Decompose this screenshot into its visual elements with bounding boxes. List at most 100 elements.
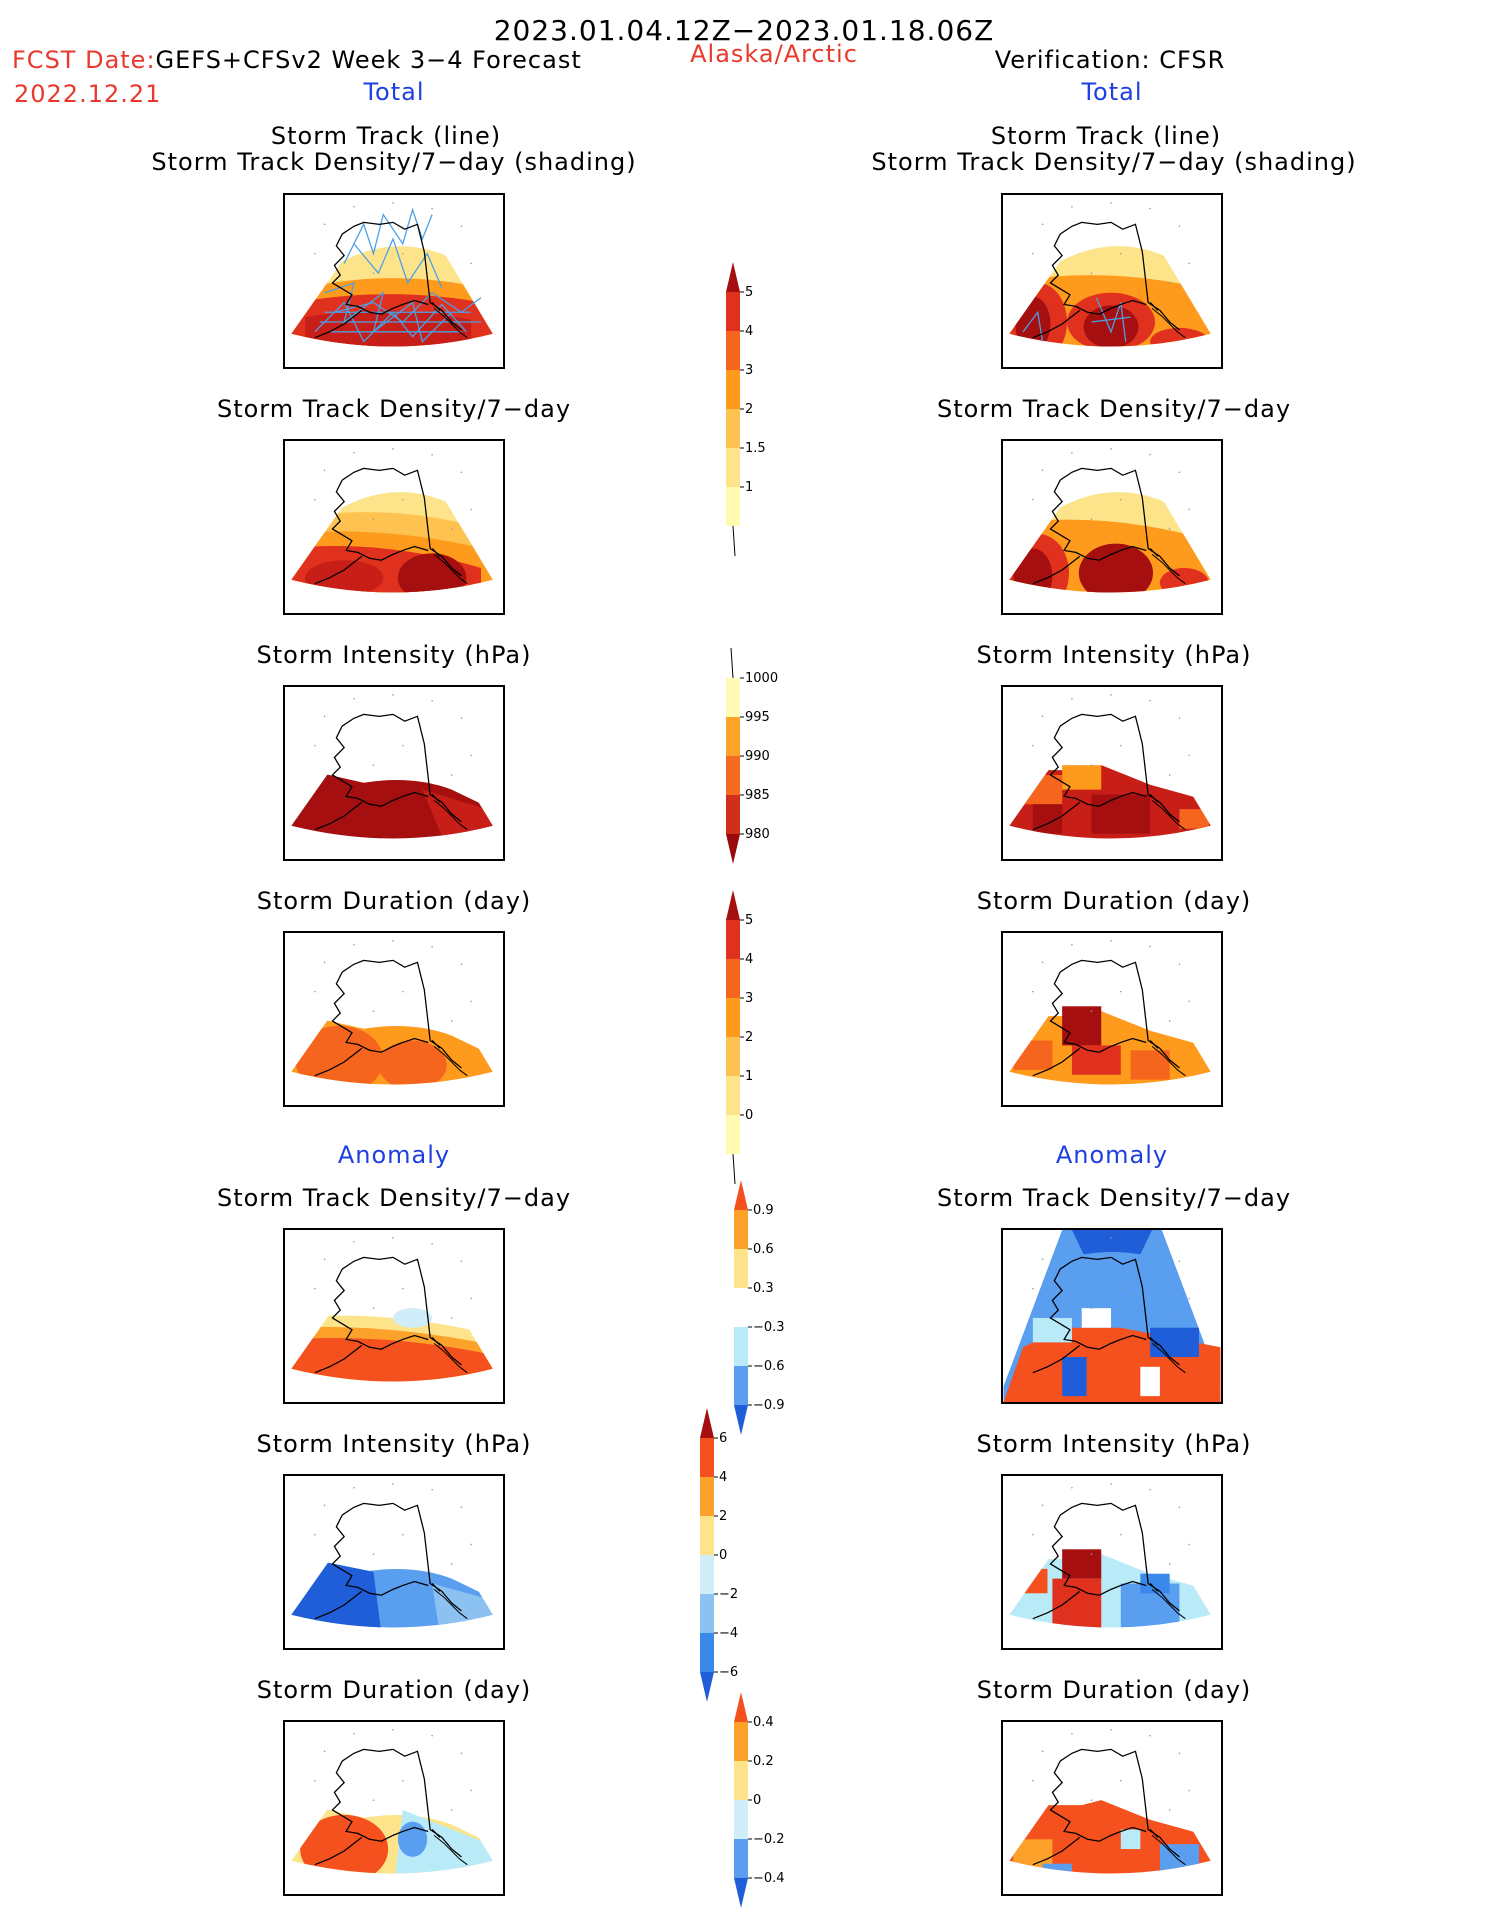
map-fcst-anom-density <box>291 1236 493 1382</box>
map-panel-fcst-anom-density <box>283 1228 505 1404</box>
anomaly-label-right: Anomaly <box>1055 1141 1169 1169</box>
map-fcst-anom-duration <box>291 1728 493 1874</box>
cbar-duration-anom-tick-label: 0 <box>753 1793 761 1808</box>
cbar-density-anom-tick-label: −0.3 <box>753 1320 785 1335</box>
cbar-duration-anom-segment <box>734 1761 748 1800</box>
map-panel-obs-anom-duration <box>1001 1720 1223 1896</box>
title-density-anom-left: Storm Track Density/7−day <box>216 1184 572 1212</box>
total-label-left: Total <box>363 78 425 106</box>
cbar-intensity-anom-tick-label: −4 <box>719 1626 738 1641</box>
cbar-density-anom-segment <box>734 1249 748 1288</box>
map-obs-anom-intensity <box>1009 1482 1211 1628</box>
cbar-density-total-segment <box>726 409 740 448</box>
cbar-density-anom-segment <box>734 1366 748 1405</box>
map-fcst-anom-intensity <box>291 1482 493 1628</box>
cbar-density-total-tick-label: 4 <box>745 324 753 339</box>
title-intensity-anom-right: Storm Intensity (hPa) <box>976 1430 1252 1458</box>
cbar-duration-total-svg: 0 1 2 3 4 5 <box>726 890 753 1185</box>
cbar-intensity-anom-segment <box>700 1633 714 1672</box>
map-panel-fcst-total-intensity <box>283 685 505 861</box>
cbar-intensity-anom-segment <box>700 1555 714 1594</box>
cbar-duration-total-segment <box>726 1115 740 1154</box>
cbar-duration-total-tick-label: 4 <box>745 952 753 967</box>
cbar-intensity-anom-segment <box>700 1594 714 1633</box>
cbar-intensity-anom-tick-label: −6 <box>719 1665 738 1680</box>
cbar-intensity-total-segment <box>726 756 740 795</box>
cbar-duration-anom-svg: −0.4 −0.2 0 0.2 0.4 <box>734 1692 785 1908</box>
cbar-density-anom-segment <box>734 1210 748 1249</box>
cbar-intensity-total-tick-label: 980 <box>745 827 770 842</box>
cbar-duration-total-tick-label: 5 <box>745 913 753 928</box>
map-obs-total-track <box>1009 201 1211 347</box>
cbar-density-anom-tick-label: −0.6 <box>753 1359 785 1374</box>
fcst-date: 2022.12.21 <box>14 80 162 108</box>
cbar-density-anom-tick-label: 0.6 <box>753 1242 774 1257</box>
cbar-intensity-total-tick-label: 985 <box>745 788 770 803</box>
map-obs-anom-density <box>1003 1230 1221 1402</box>
cbar-intensity-total-svg: 980 985 990 995 1000 <box>726 647 778 864</box>
map-panel-obs-total-track <box>1001 193 1223 369</box>
title-duration-anom-left: Storm Duration (day) <box>256 1676 532 1704</box>
cbar-density-total-segment <box>726 331 740 370</box>
title-density-left: Storm Track Density/7−day <box>216 395 572 423</box>
title-intensity-anom-left: Storm Intensity (hPa) <box>256 1430 532 1458</box>
cbar-intensity-anom-tick-label: 6 <box>719 1431 727 1446</box>
fcst-model: GEFS+CFSv2 Week 3−4 Forecast <box>155 46 582 74</box>
cbar-intensity-anom-segment <box>700 1438 714 1477</box>
map-panel-obs-total-duration <box>1001 931 1223 1107</box>
cbar-duration-total-segment <box>726 959 740 998</box>
cbar-intensity-total-high-line <box>730 647 734 679</box>
map-obs-total-duration <box>1009 939 1211 1085</box>
cbar-intensity-anom-segment <box>700 1477 714 1516</box>
cbar-duration-total-segment <box>726 1037 740 1076</box>
anomaly-label-left: Anomaly <box>337 1141 451 1169</box>
cbar-duration-total-segment <box>726 998 740 1037</box>
map-panel-obs-total-intensity <box>1001 685 1223 861</box>
cbar-density-total-svg: 1 1.5 2 3 4 5 <box>726 262 766 557</box>
cbar-intensity-total-low-triangle <box>726 834 740 864</box>
cbar-density-total-tick-label: 3 <box>745 363 753 378</box>
cbar-intensity-anom-tick-label: −2 <box>719 1587 738 1602</box>
title-track-line-right: Storm Track (line) <box>990 122 1222 150</box>
cbar-intensity-total-tick-label: 1000 <box>745 671 778 686</box>
cbar-density-total-segment <box>726 370 740 409</box>
cbar-intensity-anom-segment <box>700 1516 714 1555</box>
map-fcst-total-duration <box>291 939 493 1085</box>
cbar-intensity-total-segment <box>726 717 740 756</box>
cbar-density-anom-segment <box>734 1327 748 1366</box>
fcst-prefix: FCST Date: <box>12 46 156 74</box>
cbar-intensity-total-segment <box>726 795 740 834</box>
cbar-intensity-total-tick-label: 990 <box>745 749 770 764</box>
cbar-duration-anom-tick-label: −0.4 <box>753 1871 785 1886</box>
map-obs-total-intensity <box>1009 693 1211 839</box>
cbar-density-total-tick-label: 5 <box>745 285 753 300</box>
title-track-shading-left: Storm Track Density/7−day (shading) <box>151 148 637 176</box>
map-panel-fcst-anom-duration <box>283 1720 505 1896</box>
title-duration-anom-right: Storm Duration (day) <box>976 1676 1252 1704</box>
map-obs-anom-duration <box>1009 1728 1211 1874</box>
cbar-intensity-total-segment <box>726 678 740 717</box>
cbar-density-total-tick-label: 1.5 <box>745 441 766 456</box>
date-range: 2023.01.04.12Z−2023.01.18.06Z <box>493 14 995 47</box>
cbar-duration-total-tick-label: 0 <box>745 1108 753 1123</box>
cbar-density-total-low-line <box>732 525 736 557</box>
title-density-right: Storm Track Density/7−day <box>936 395 1292 423</box>
cbar-density-anom-svg: −0.9 −0.6 −0.3 0.3 0.6 0.9 <box>734 1180 785 1435</box>
cbar-duration-total-tick-label: 1 <box>745 1069 753 1084</box>
cbar-density-anom-tick-label: 0.9 <box>753 1203 774 1218</box>
cbar-duration-total-tick-label: 3 <box>745 991 753 1006</box>
cbar-intensity-anom-low-triangle <box>700 1672 714 1702</box>
cbar-density-anom-tick-label: −0.9 <box>753 1398 785 1413</box>
cbar-intensity-anom-svg: −6 −4 −2 0 2 4 6 <box>700 1408 738 1702</box>
verification-label: Verification: CFSR <box>994 46 1226 74</box>
map-panel-fcst-total-density <box>283 439 505 615</box>
colorbar-intensity-total: 980 985 990 995 1000 <box>726 647 786 864</box>
map-panel-fcst-total-track <box>283 193 505 369</box>
map-panel-fcst-anom-intensity <box>283 1474 505 1650</box>
cbar-density-total-tick-label: 1 <box>745 480 753 495</box>
colorbar-intensity-anom: −6 −4 −2 0 2 4 6 <box>700 1408 760 1702</box>
cbar-density-anom-tick-label: 0.3 <box>753 1281 774 1296</box>
cbar-duration-anom-high-triangle <box>734 1692 748 1722</box>
cbar-density-total-segment <box>726 448 740 487</box>
title-intensity-right: Storm Intensity (hPa) <box>976 641 1252 669</box>
